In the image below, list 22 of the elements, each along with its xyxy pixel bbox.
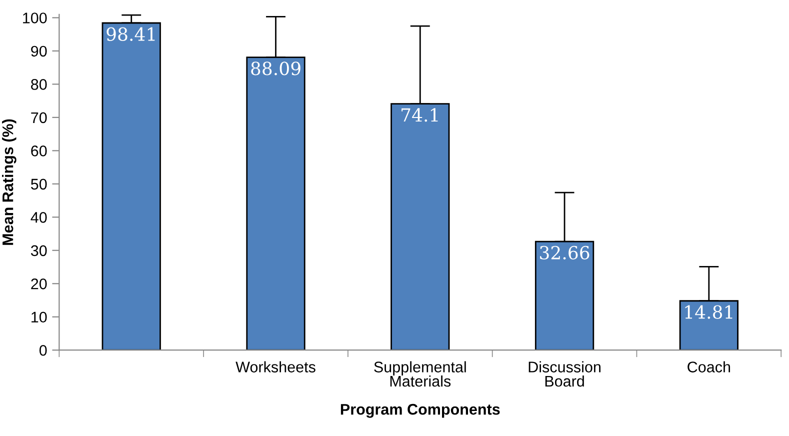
y-tick-label: 10 xyxy=(32,312,47,323)
y-tick-label: 80 xyxy=(31,79,47,90)
y-tick-label: 0 xyxy=(39,344,47,356)
y-tick-label: 40 xyxy=(30,212,47,223)
data-label: 74.1 xyxy=(402,108,438,122)
y-tick-label: 20 xyxy=(31,278,47,290)
y-tick-label: 100 xyxy=(23,12,47,24)
x-axis-title: Program Components xyxy=(340,404,500,418)
data-label: 32.66 xyxy=(540,246,590,260)
data-label: 88.09 xyxy=(251,62,300,76)
x-tick-label: Discussion Board xyxy=(528,361,600,387)
y-tick-label: 60 xyxy=(31,146,47,156)
x-tick-label: Coach xyxy=(688,361,730,372)
y-tick-label: 30 xyxy=(30,245,47,256)
x-tick-label: Worksheets xyxy=(236,361,316,372)
data-label: 98.41 xyxy=(106,27,155,41)
y-axis-title: Mean Ratings (%) xyxy=(2,119,16,245)
y-tick-label: 50 xyxy=(30,178,47,190)
y-tick-label: 90 xyxy=(31,46,47,57)
y-tick-label: 70 xyxy=(31,112,47,124)
data-label: 14.81 xyxy=(685,305,732,319)
x-tick-label: Supplemental Materials xyxy=(374,361,466,387)
